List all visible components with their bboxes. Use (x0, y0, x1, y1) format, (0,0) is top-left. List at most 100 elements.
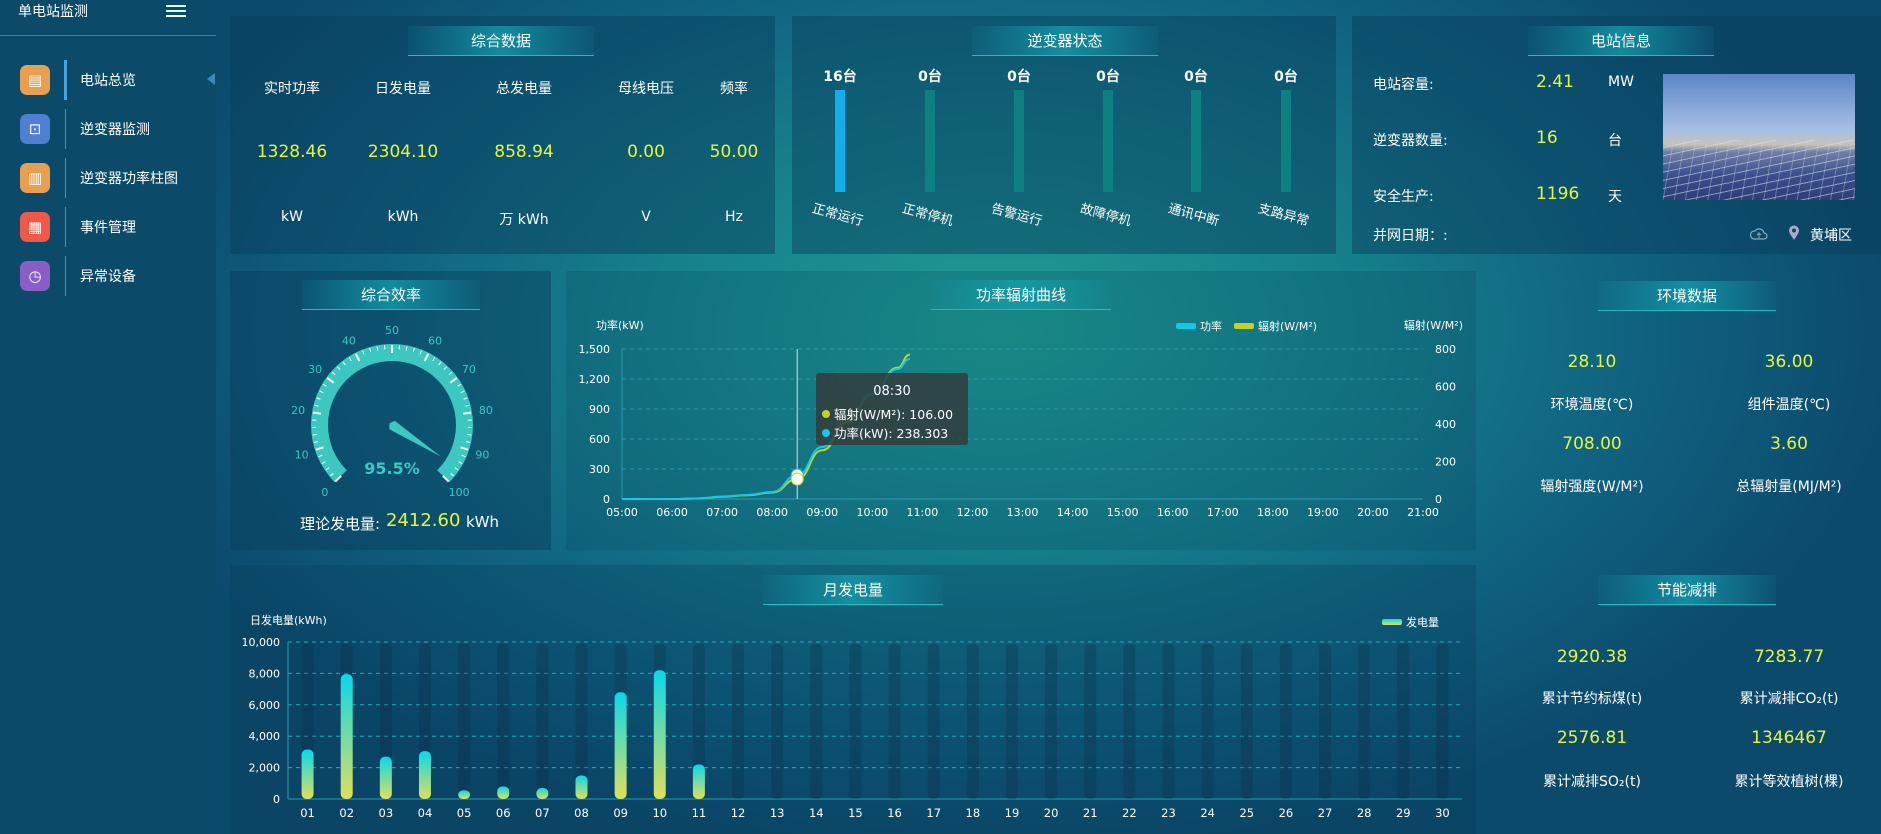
gauge-minor-tick (331, 371, 336, 376)
tooltip-row: 功率(kW): 238.303 (834, 426, 948, 441)
bar-06 (497, 786, 510, 799)
legend-swatch (1382, 619, 1402, 625)
station-info-value: 2.41 (1536, 72, 1574, 92)
y-tick-label: 1,500 (579, 343, 611, 356)
sidebar-item-3[interactable]: ▦ 事件管理 (0, 205, 216, 249)
bar-background (1162, 644, 1175, 799)
gauge-minor-tick (330, 473, 334, 477)
gauge-minor-tick (322, 383, 327, 387)
x-tick-label: 26 (1279, 806, 1294, 820)
sidebar-item-label: 逆变器监测 (80, 122, 150, 138)
gauge-major-tick (460, 446, 469, 451)
grid-date-label: 并网日期：: (1373, 228, 1448, 244)
sidebar-item-0[interactable]: ▤ 电站总览 (0, 58, 216, 102)
hover-point (790, 472, 804, 486)
x-tick-label: 21 (1083, 806, 1098, 820)
x-tick-label: 19 (1005, 806, 1020, 820)
y-axis-title: 功率(kW) (596, 318, 644, 332)
gauge-major-tick (312, 411, 322, 415)
gauge-minor-tick (348, 357, 352, 362)
x-tick-label: 09 (613, 806, 628, 820)
inverter-status-label: 故障停机 (1078, 201, 1133, 230)
divider (65, 256, 66, 296)
saving-label: 累计减排SO₂(t) (1543, 774, 1641, 790)
summary-panel: 综合数据 实时功率 1328.46 kW 日发电量 2304.10 kWh 总发电量 858.… (230, 16, 775, 254)
station-info-title: 电站信息 (1528, 26, 1714, 56)
summary-unit: 万 kWh (499, 212, 549, 228)
gauge-minor-tick (458, 461, 463, 464)
gauge-minor-tick (312, 434, 317, 436)
bar-background (1084, 644, 1097, 799)
y-axis-title: 日发电量(kWh) (250, 613, 327, 627)
bar-07 (536, 788, 549, 799)
x-tick-label: 06:00 (656, 506, 688, 519)
gauge-minor-tick (465, 404, 470, 407)
sidebar-item-2[interactable]: ▥ 逆变器功率柱图 (0, 156, 216, 200)
bar-11 (692, 764, 705, 799)
sidebar: 单电站监测 ▤ 电站总览 ⊡ 逆变器监测 ▥ 逆变器功率柱图 ▦ 事件管理 ◷ … (0, 0, 216, 834)
summary-label: 总发电量 (496, 81, 552, 97)
gauge-major-tick (315, 446, 324, 451)
y-tick-label: 6,000 (249, 699, 281, 712)
environment-label: 环境温度(℃) (1550, 397, 1634, 413)
saving-title: 节能减排 (1598, 575, 1776, 605)
y-tick-label: 300 (589, 463, 610, 476)
x-tick-label: 20:00 (1357, 506, 1389, 519)
environment-value: 3.60 (1770, 434, 1808, 454)
bar-chart-icon: ▥ (20, 163, 50, 193)
legend-label: 辐射(W/M²) (1258, 319, 1317, 333)
gauge-major-tick (334, 475, 342, 483)
tooltip-marker (822, 410, 830, 418)
station-info-panel: 电站信息 并网日期：: 黄埔区 电站容量: 2.41 MW 逆变器数量: 16 台安全生产… (1352, 16, 1881, 254)
solar-farm-photo (1663, 74, 1855, 200)
menu-toggle-icon[interactable] (166, 2, 186, 20)
x-tick-label: 21:00 (1407, 506, 1439, 519)
x-tick-label: 22 (1122, 806, 1137, 820)
gauge-tick-label: 70 (462, 363, 476, 376)
x-tick-label: 01 (300, 806, 315, 820)
y-tick-label: 900 (589, 403, 610, 416)
x-tick-label: 17 (926, 806, 941, 820)
summary-label: 母线电压 (618, 81, 674, 97)
bar-background (849, 644, 862, 799)
gauge-minor-tick (313, 441, 318, 443)
inverter-count: 0台 (1274, 69, 1298, 85)
gauge-major-tick (449, 377, 458, 384)
summary-value: 1328.46 (256, 142, 328, 162)
x-tick-label: 15:00 (1107, 506, 1139, 519)
inverter-count: 0台 (1096, 69, 1120, 85)
power-radiation-chart: 0 300 600 900 1,200 1,500 0 200 400 600 800 05:00 06… (579, 318, 1464, 519)
x-tick-label: 12:00 (957, 506, 989, 519)
x-tick-label: 17:00 (1207, 506, 1239, 519)
sidebar-item-4[interactable]: ◷ 异常设备 (0, 254, 216, 298)
list-clock-icon: ◷ (20, 261, 50, 291)
sidebar-item-1[interactable]: ⊡ 逆变器监测 (0, 107, 216, 151)
bar-background (1436, 644, 1449, 799)
gauge-tick-label: 0 (321, 486, 328, 499)
inverter-status-bar (1191, 90, 1201, 192)
summary-label: 日发电量 (375, 81, 431, 97)
summary-title: 综合数据 (408, 26, 594, 56)
bar-background (1397, 644, 1410, 799)
bar-01 (301, 749, 314, 799)
bar-background (1123, 644, 1136, 799)
gauge-minor-tick (419, 350, 422, 355)
app-title: 单电站监测 (18, 4, 88, 20)
y-tick-label: 4,000 (249, 730, 281, 743)
gauge-minor-tick (461, 454, 466, 458)
x-tick-label: 18 (966, 806, 981, 820)
gauge-needle (389, 420, 441, 457)
bar-03 (379, 756, 392, 799)
x-tick-label: 05:00 (606, 506, 638, 519)
y-tick-label: 8,000 (249, 667, 281, 680)
gauge-major-tick (354, 353, 361, 362)
bar-background (1319, 644, 1332, 799)
cloud-upload-icon[interactable] (1750, 227, 1768, 241)
divider (0, 35, 216, 36)
location-text: 黄埔区 (1810, 228, 1852, 244)
gauge-minor-tick (432, 357, 436, 362)
gauge-minor-tick (454, 467, 459, 471)
x-tick-label: 25 (1239, 806, 1254, 820)
inverter-status-label: 告警运行 (989, 201, 1044, 230)
summary-label: 实时功率 (264, 81, 320, 97)
